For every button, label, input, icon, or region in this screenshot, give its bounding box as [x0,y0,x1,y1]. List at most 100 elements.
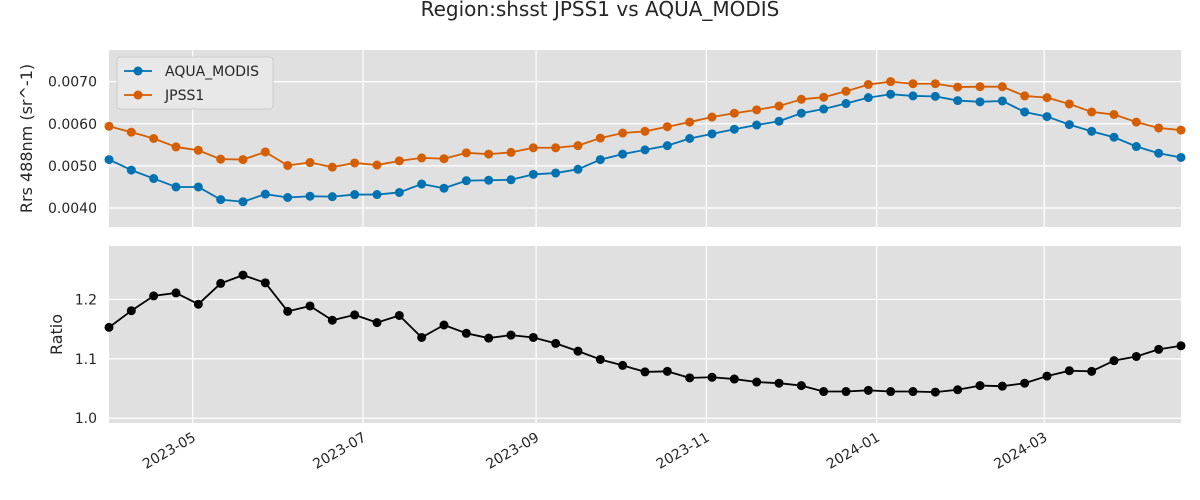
data-point-aqua-modis [819,104,829,114]
data-point-aqua-modis [595,155,605,165]
data-point-jpss1 [238,155,248,165]
data-point-aqua-modis [193,182,203,192]
data-point-jpss1 [1042,93,1052,103]
legend: AQUA_MODIS JPSS1 [116,56,274,110]
data-point-jpss1 [1064,99,1074,109]
data-point-ratio [841,387,851,397]
data-point-jpss1 [953,82,963,92]
data-point-jpss1 [417,153,427,163]
lower-plot-area [109,246,1181,423]
data-point-aqua-modis [216,195,226,205]
x-tick-label: 2023-05 [140,430,199,473]
data-point-jpss1 [394,156,404,166]
data-point-ratio [484,333,494,343]
data-point-jpss1 [1087,107,1097,117]
data-point-aqua-modis [506,175,516,185]
data-point-jpss1 [305,158,315,168]
data-point-aqua-modis [260,189,270,199]
y-tick-label: 0.0050 [48,159,97,175]
data-point-jpss1 [997,82,1007,92]
data-point-aqua-modis [238,197,248,207]
data-point-jpss1 [1020,91,1030,101]
data-point-ratio [930,387,940,397]
data-point-jpss1 [886,77,896,87]
data-point-aqua-modis [707,129,717,139]
data-point-jpss1 [685,117,695,127]
data-point-ratio [327,315,337,325]
data-point-ratio [238,270,248,280]
data-point-ratio [997,381,1007,391]
data-point-ratio [729,374,739,384]
data-point-aqua-modis [484,175,494,185]
data-point-ratio [1042,371,1052,381]
data-point-aqua-modis [327,192,337,202]
data-point-jpss1 [573,141,583,151]
data-point-jpss1 [752,105,762,115]
data-point-jpss1 [193,145,203,155]
data-point-jpss1 [1109,109,1119,119]
legend-label-jpss1: JPSS1 [164,88,204,104]
data-point-jpss1 [126,127,136,137]
data-point-ratio [774,378,784,388]
data-point-aqua-modis [997,96,1007,106]
data-point-aqua-modis [1109,132,1119,142]
data-point-aqua-modis [975,97,985,107]
data-point-aqua-modis [439,183,449,193]
data-point-ratio [216,278,226,288]
data-point-ratio [640,367,650,377]
data-point-ratio [707,372,717,382]
data-point-aqua-modis [752,120,762,130]
data-point-aqua-modis [149,174,159,184]
y-tick-label: 0.0060 [48,117,97,133]
data-point-ratio [305,301,315,311]
data-point-jpss1 [484,149,494,159]
data-point-aqua-modis [1176,152,1186,162]
data-point-ratio [149,291,159,301]
data-point-aqua-modis [685,134,695,143]
data-point-ratio [595,354,605,364]
data-point-ratio [752,377,762,387]
data-point-aqua-modis [104,155,114,165]
chart-title: Region:shsst JPSS1 vs AQUA_MODIS [421,0,780,21]
upper-y-ticks: 0.0040 0.0050 0.0060 0.0070 [48,75,97,217]
y-tick-label: 1.2 [75,292,97,308]
x-tick-label: 2023-11 [654,430,713,473]
data-point-aqua-modis [1154,148,1164,158]
data-point-jpss1 [841,86,851,96]
data-point-aqua-modis [640,145,650,155]
data-point-jpss1 [595,133,605,143]
data-point-ratio [171,288,181,298]
data-point-aqua-modis [1020,107,1030,117]
data-point-aqua-modis [1042,112,1052,122]
data-point-ratio [126,306,136,316]
y-tick-label: 1.1 [75,352,97,368]
data-point-aqua-modis [886,89,896,99]
data-point-aqua-modis [350,190,360,200]
legend-label-aqua-modis: AQUA_MODIS [165,64,259,80]
data-point-jpss1 [819,92,829,102]
data-point-jpss1 [171,142,181,152]
data-point-ratio [1064,366,1074,376]
data-point-ratio [662,366,672,376]
data-point-ratio [350,310,360,320]
data-point-ratio [1176,341,1186,351]
data-point-aqua-modis [1131,142,1141,152]
data-point-ratio [975,381,985,391]
data-point-jpss1 [863,80,873,90]
x-tick-label: 2023-07 [310,430,369,473]
data-point-aqua-modis [930,91,940,101]
data-point-jpss1 [528,143,538,153]
data-point-ratio [283,306,293,316]
data-point-jpss1 [283,160,293,170]
data-point-ratio [528,332,538,342]
data-point-ratio [417,332,427,342]
data-point-ratio [573,346,583,356]
data-point-ratio [886,387,896,397]
data-point-aqua-modis [126,165,136,175]
data-point-jpss1 [216,154,226,164]
legend-marker-aqua-modis [133,66,143,76]
data-point-ratio [372,318,382,328]
data-point-jpss1 [618,128,628,138]
data-point-jpss1 [149,134,159,143]
